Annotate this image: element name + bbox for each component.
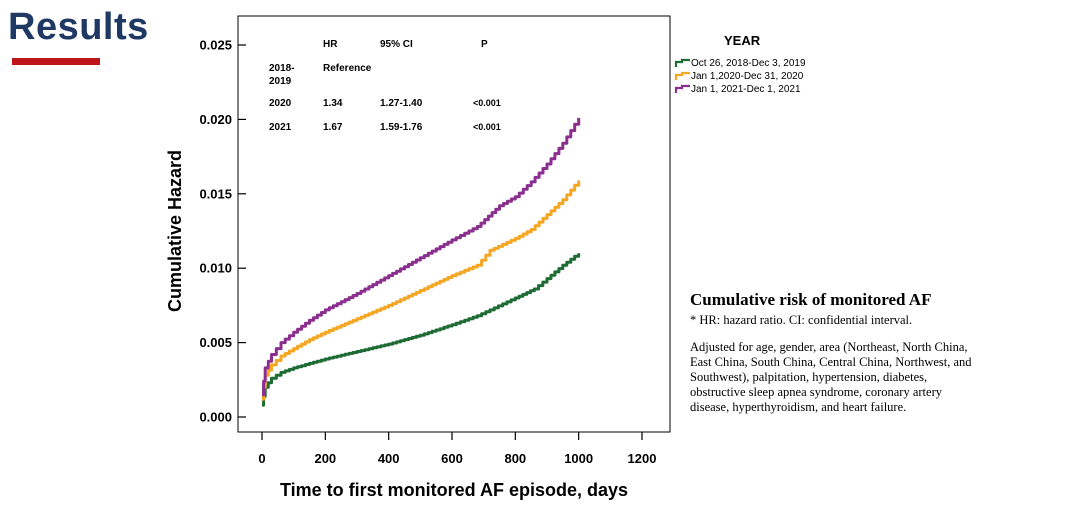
table-year-line2: 2019 [269, 76, 292, 87]
legend-label: Jan 1,2020-Dec 31, 2020 [691, 71, 804, 82]
table-header-ci: 95% CI [380, 39, 413, 50]
legend-title: YEAR [724, 33, 761, 48]
table-p: <0.001 [473, 122, 501, 132]
caption-adjust-line: obstructive sleep apnea syndrome, corona… [690, 385, 942, 399]
series-layer [262, 117, 581, 407]
y-tick-label: 0.005 [199, 335, 232, 350]
x-axis: 0 200 400 600 800 1000 1200 [258, 432, 656, 466]
table-hr: Reference [323, 63, 372, 74]
table-hr: 1.34 [323, 98, 343, 109]
caption-title: Cumulative risk of monitored AF [690, 290, 932, 309]
title-underline [12, 58, 100, 65]
legend-swatch [674, 58, 690, 67]
x-tick-label: 0 [258, 451, 265, 466]
table-year: 2021 [269, 122, 292, 133]
x-axis-title: Time to first monitored AF episode, days [280, 480, 628, 500]
table-year: 2020 [269, 98, 292, 109]
legend: YEAR Oct 26, 2018-Dec 3, 2019 Jan 1,2020-… [674, 33, 806, 95]
plot-frame [237, 15, 671, 433]
hr-table: HR 95% CI P 2018- 2019 Reference 2020 1.… [269, 39, 501, 133]
y-axis-title: Cumulative Hazard [165, 150, 185, 312]
caption-adjust-line: disease, hyperthyroidism, and heart fail… [690, 400, 907, 414]
y-tick-label: 0.000 [199, 410, 232, 425]
caption-adjust-line: Southwest), palpitation, hypertension, d… [690, 370, 928, 384]
table-ci: 1.59-1.76 [380, 122, 423, 133]
table-header-hr: HR [323, 39, 338, 50]
series-line [262, 117, 581, 397]
legend-label: Oct 26, 2018-Dec 3, 2019 [691, 58, 806, 69]
series-line [262, 180, 581, 401]
page-title: Results [8, 6, 149, 48]
x-tick-label: 800 [504, 451, 526, 466]
caption-adjust-line: Adjusted for age, gender, area (Northeas… [690, 340, 968, 354]
table-header-p: P [481, 39, 488, 50]
x-tick-label: 200 [314, 451, 336, 466]
table-ci: 1.27-1.40 [380, 98, 423, 109]
caption-note: * HR: hazard ratio. CI: confidential int… [690, 313, 913, 327]
x-tick-label: 400 [378, 451, 400, 466]
y-tick-label: 0.010 [199, 261, 232, 276]
y-tick-label: 0.020 [199, 112, 232, 127]
legend-label: Jan 1, 2021-Dec 1, 2021 [691, 84, 801, 95]
x-tick-label: 1200 [628, 451, 657, 466]
y-tick-label: 0.025 [199, 38, 232, 53]
table-p: <0.001 [473, 98, 501, 108]
x-tick-label: 1000 [564, 451, 593, 466]
y-axis: 0.000 0.005 0.010 0.015 0.020 0.025 [199, 38, 246, 425]
table-hr: 1.67 [323, 122, 343, 133]
chart-caption: Cumulative risk of monitored AF * HR: ha… [690, 290, 1070, 415]
table-year: 2018- [269, 63, 295, 74]
x-tick-label: 600 [441, 451, 463, 466]
caption-adjust-line: East China, South China, Central China, … [690, 355, 972, 369]
y-tick-label: 0.015 [199, 186, 232, 201]
series-line [262, 253, 581, 407]
legend-swatch [674, 71, 690, 80]
legend-swatch [674, 84, 690, 93]
